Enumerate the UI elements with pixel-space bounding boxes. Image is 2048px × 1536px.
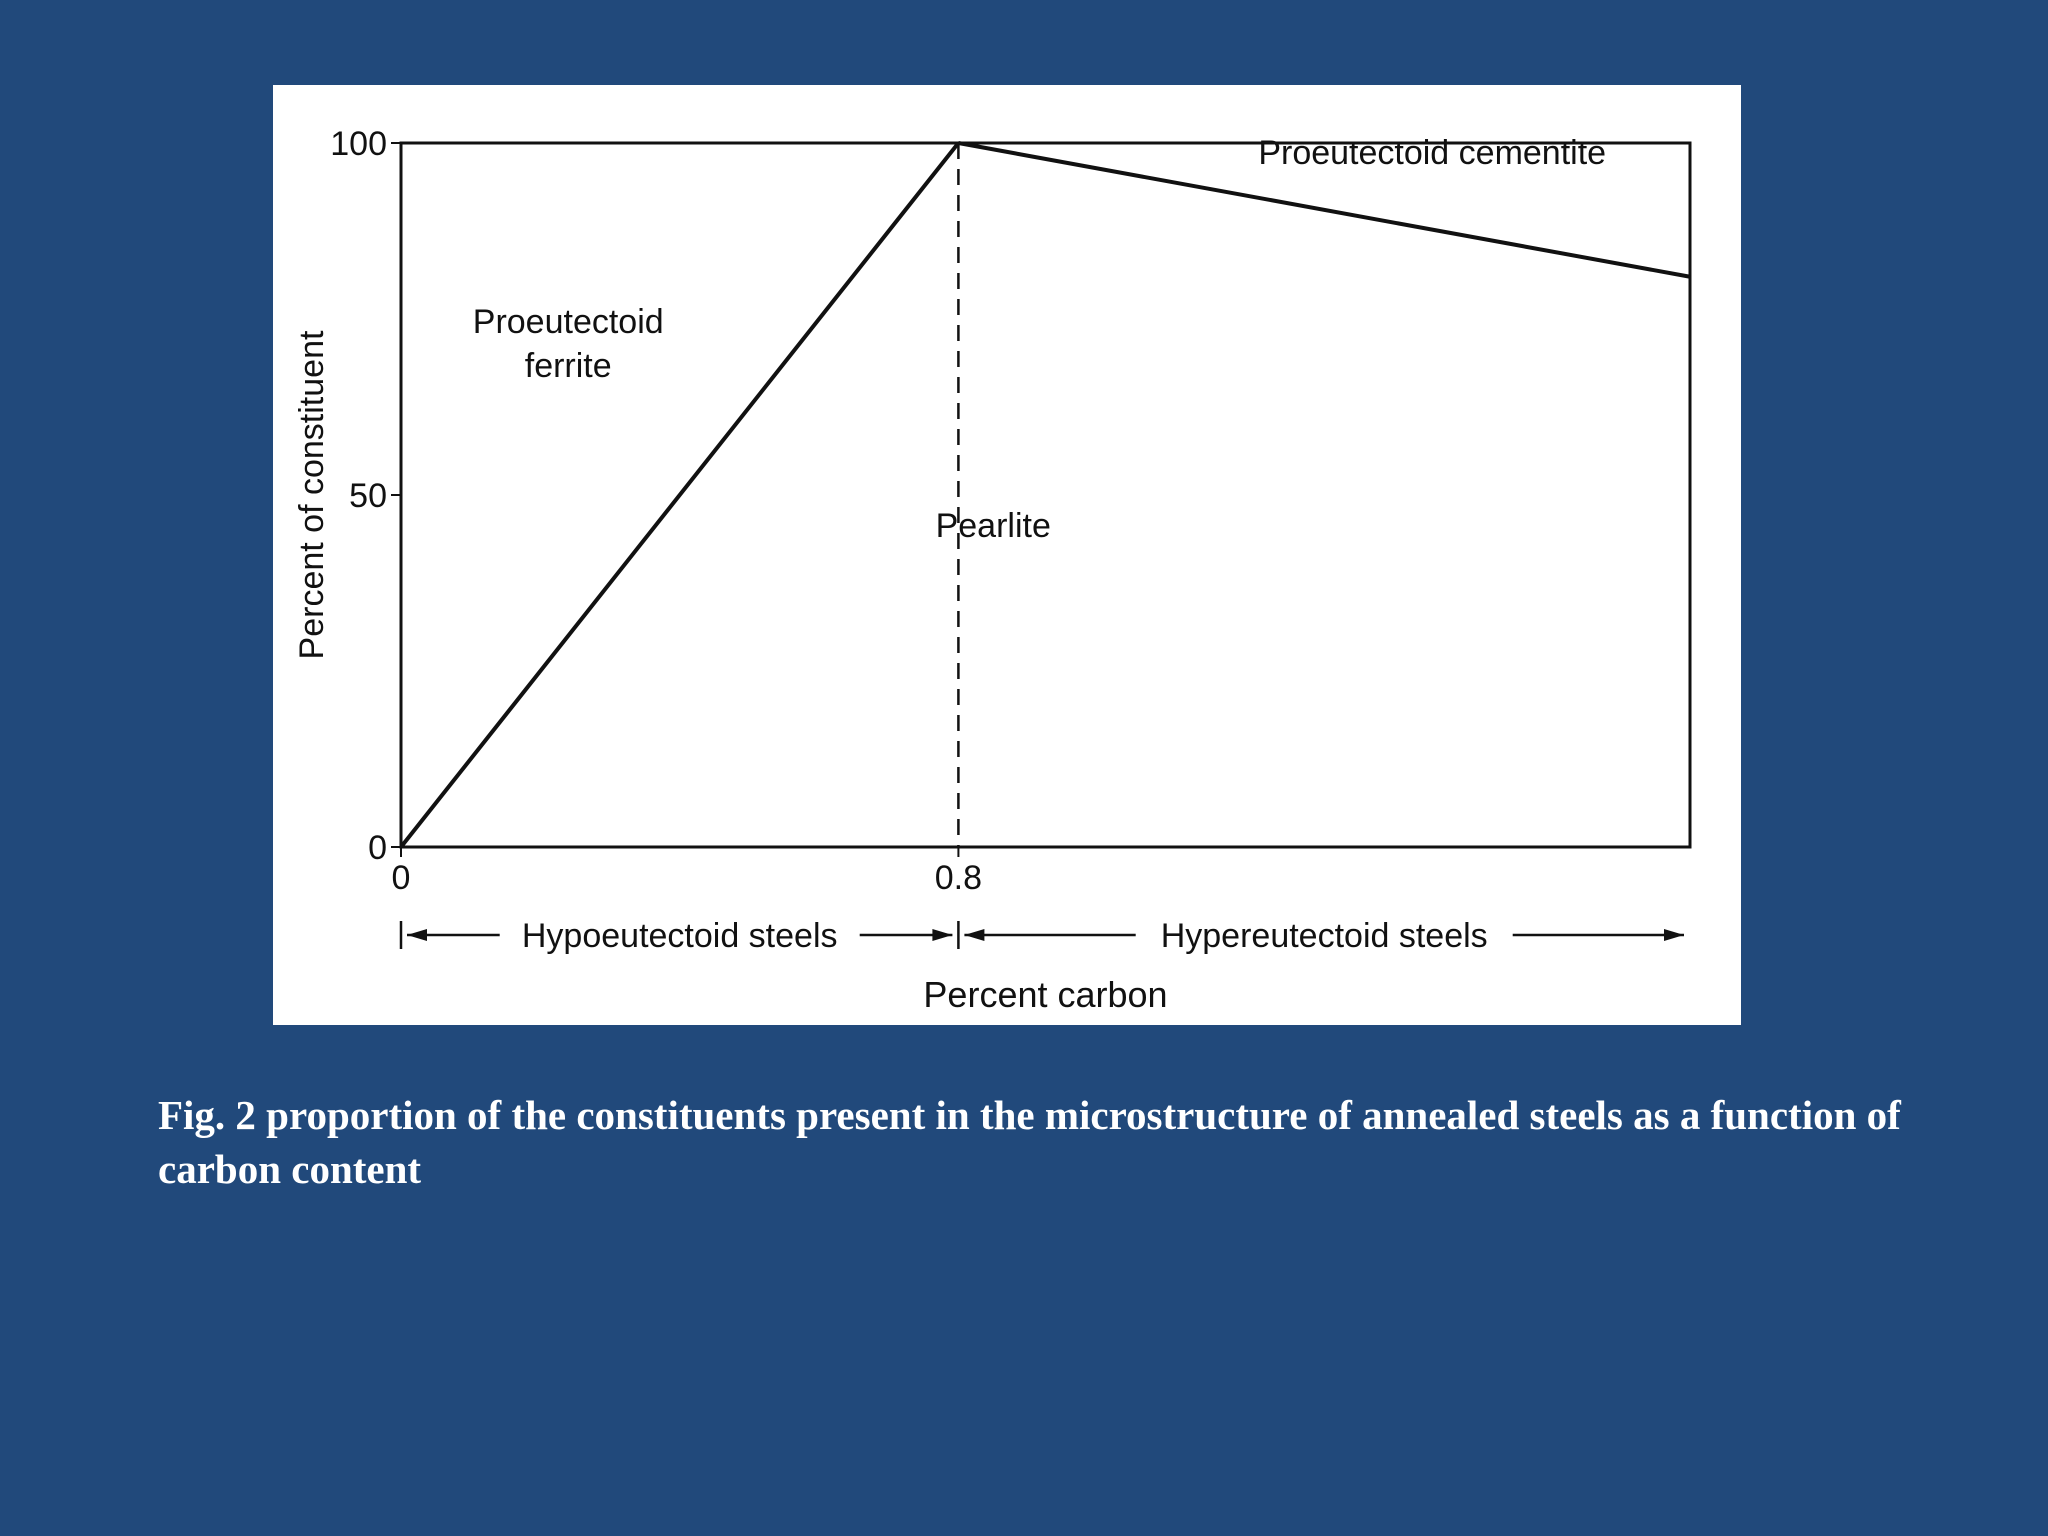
range-arrowhead-right-1 bbox=[932, 929, 953, 941]
range-label-1: Hypoeutectoid steels bbox=[522, 917, 838, 955]
region-label-1: Proeutectoid ferrite bbox=[473, 303, 664, 385]
x-tick-label: 0.8 bbox=[935, 859, 982, 897]
series-line-2 bbox=[958, 141, 1691, 279]
region-label-2: Pearlite bbox=[936, 507, 1051, 545]
y-tick-label: 0 bbox=[368, 829, 387, 867]
x-tick-label: 0 bbox=[392, 859, 411, 897]
y-tick-label: 100 bbox=[330, 125, 387, 163]
range-arrowhead-left-1 bbox=[407, 929, 427, 941]
range-label-2: Hypereutectoid steels bbox=[1161, 917, 1488, 955]
range-arrowhead-left-2 bbox=[964, 929, 985, 941]
plot-frame bbox=[399, 141, 1692, 849]
region-label-3: Proeutectoid cementite bbox=[1258, 134, 1606, 172]
figure-panel: 0 50 100 0 0.8 Proeutectoid ferrite Pearlite Pro… bbox=[273, 85, 1741, 1025]
y-tick-label: 50 bbox=[349, 477, 387, 515]
range-label-bg-1 bbox=[499, 909, 860, 953]
constituent-chart: 0 50 100 0 0.8 Proeutectoid ferrite Pearlite Pro… bbox=[293, 125, 1692, 1015]
figure-caption: Fig. 2 proportion of the constituents pr… bbox=[158, 1092, 1901, 1192]
y-axis-label: Percent of constituent bbox=[293, 330, 331, 659]
range-arrowhead-right-2 bbox=[1664, 929, 1684, 941]
x-axis-label: Percent carbon bbox=[923, 974, 1167, 1015]
range-label-bg-2 bbox=[1135, 909, 1513, 953]
series-line-1 bbox=[399, 141, 960, 849]
